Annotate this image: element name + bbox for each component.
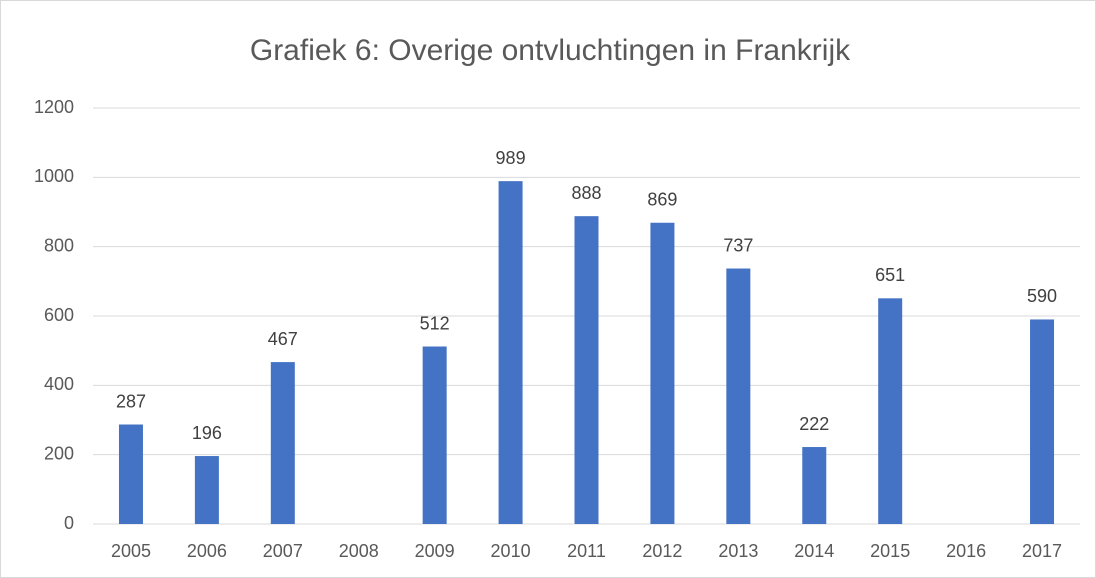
bar <box>802 447 827 524</box>
x-tick-label: 2005 <box>111 541 151 561</box>
y-tick-label: 400 <box>44 374 74 394</box>
data-label: 590 <box>1027 286 1057 306</box>
y-tick-label: 200 <box>44 443 74 463</box>
y-tick-label: 800 <box>44 235 74 255</box>
data-label: 196 <box>192 423 222 443</box>
bar <box>574 216 599 524</box>
x-tick-label: 2013 <box>718 541 758 561</box>
x-tick-label: 2009 <box>415 541 455 561</box>
bar <box>118 424 143 524</box>
x-tick-label: 2012 <box>642 541 682 561</box>
data-label: 888 <box>571 183 601 203</box>
x-tick-label: 2008 <box>339 541 379 561</box>
x-tick-label: 2006 <box>187 541 227 561</box>
data-label: 989 <box>496 148 526 168</box>
y-tick-label: 1000 <box>34 166 74 186</box>
bar <box>1030 319 1055 524</box>
chart-title: Grafiek 6: Overige ontvluchtingen in Fra… <box>250 34 851 67</box>
y-tick-label: 1200 <box>34 97 74 117</box>
data-label: 222 <box>799 414 829 434</box>
x-tick-label: 2016 <box>946 541 986 561</box>
bar <box>422 346 447 524</box>
data-label: 651 <box>875 265 905 285</box>
x-tick-label: 2014 <box>794 541 834 561</box>
data-label: 737 <box>723 235 753 255</box>
bar <box>194 456 219 524</box>
bar <box>726 268 751 524</box>
bar <box>498 181 523 524</box>
data-label: 467 <box>268 329 298 349</box>
x-tick-label: 2015 <box>870 541 910 561</box>
data-label: 512 <box>420 313 450 333</box>
y-tick-label: 0 <box>64 513 74 533</box>
x-tick-label: 2011 <box>567 541 606 561</box>
bar <box>270 362 295 524</box>
x-tick-label: 2007 <box>263 541 303 561</box>
data-label: 287 <box>116 391 146 411</box>
data-label: 869 <box>647 189 677 209</box>
x-tick-label: 2017 <box>1022 541 1062 561</box>
bar <box>878 298 903 524</box>
x-tick-label: 2010 <box>491 541 531 561</box>
bar <box>650 222 675 524</box>
y-tick-label: 600 <box>44 305 74 325</box>
